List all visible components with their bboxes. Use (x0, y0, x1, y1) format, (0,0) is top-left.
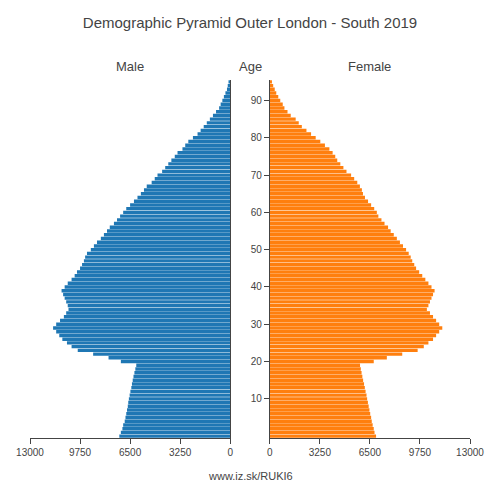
svg-text:50: 50 (251, 244, 263, 255)
svg-text:0: 0 (227, 447, 233, 458)
svg-text:90: 90 (251, 95, 263, 106)
svg-text:3250: 3250 (169, 447, 192, 458)
svg-text:Female: Female (348, 59, 391, 74)
svg-text:Demographic Pyramid Outer Lond: Demographic Pyramid Outer London - South… (83, 14, 417, 31)
svg-text:Age: Age (239, 59, 262, 74)
svg-text:www.iz.sk/RUKI6: www.iz.sk/RUKI6 (208, 470, 293, 482)
svg-text:80: 80 (251, 132, 263, 143)
svg-text:70: 70 (251, 170, 263, 181)
svg-text:10: 10 (251, 393, 263, 404)
svg-text:13000: 13000 (16, 447, 44, 458)
svg-text:Male: Male (116, 59, 144, 74)
svg-text:6500: 6500 (119, 447, 142, 458)
svg-text:30: 30 (251, 319, 263, 330)
svg-text:3250: 3250 (309, 447, 332, 458)
svg-text:9750: 9750 (409, 447, 432, 458)
svg-text:0: 0 (267, 447, 273, 458)
svg-text:6500: 6500 (359, 447, 382, 458)
svg-text:9750: 9750 (69, 447, 92, 458)
svg-text:13000: 13000 (456, 447, 484, 458)
svg-text:40: 40 (251, 281, 263, 292)
svg-text:20: 20 (251, 356, 263, 367)
svg-text:60: 60 (251, 207, 263, 218)
